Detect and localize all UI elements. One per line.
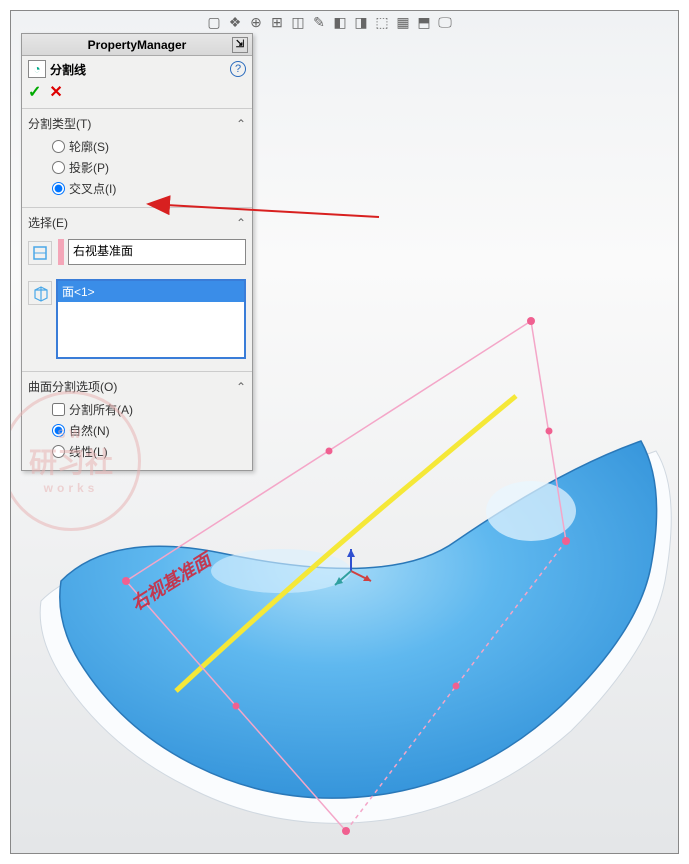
viewport-scene[interactable]: 右视基准面 xyxy=(11,11,678,853)
highlight xyxy=(486,481,576,541)
